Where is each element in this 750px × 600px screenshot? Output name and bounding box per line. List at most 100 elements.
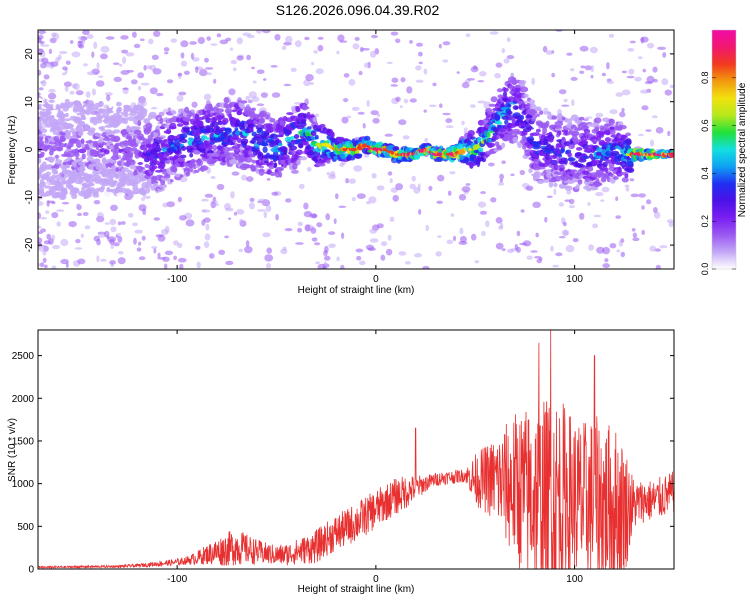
spectrogram-noise-blob (565, 244, 575, 253)
spectrogram-noise-blob (284, 228, 293, 232)
spectrogram-noise-blob (118, 250, 124, 255)
spectrogram-noise-blob (77, 258, 86, 265)
spectrogram-noise-blob (634, 76, 642, 82)
spectrogram-noise-blob (61, 201, 70, 205)
spectrogram-energy-blob (239, 126, 245, 131)
spectrogram-noise-blob (525, 185, 534, 191)
spectrogram-energy-blob (114, 117, 124, 125)
spectrogram-noise-blob (252, 80, 257, 84)
spectrogram-noise-blob (338, 205, 347, 208)
spectrogram-noise-blob (477, 80, 485, 83)
spectrogram-energy-blob (278, 171, 283, 178)
spectrogram-noise-blob (369, 228, 377, 234)
spectrogram-noise-blob (266, 247, 273, 254)
spectrogram-energy-blob (507, 110, 513, 115)
spectrogram-noise-blob (205, 72, 212, 76)
spectrogram-energy-blob (260, 117, 265, 124)
spectrogram-noise-blob (190, 52, 195, 60)
spectrogram-energy-blob (306, 126, 312, 130)
spectrogram-noise-blob (164, 51, 169, 55)
spectrogram-noise-blob (63, 81, 72, 87)
spectrogram-energy-blob (283, 162, 288, 169)
spectrogram-noise-blob (516, 230, 521, 237)
spectrogram-noise-blob (311, 61, 315, 66)
spectrogram-noise-blob (216, 183, 225, 191)
spectrogram-energy-blob (61, 132, 67, 136)
spectrogram-energy-blob (44, 110, 52, 116)
spectrogram-energy-blob (105, 110, 114, 114)
spectrogram-noise-blob (133, 43, 141, 49)
spectrogram-energy-blob (257, 123, 262, 128)
spectrogram-noise-blob (38, 69, 42, 76)
spectrogram-noise-blob (490, 197, 497, 203)
spectrogram-energy-blob (261, 140, 268, 146)
spectrogram-noise-blob (499, 178, 503, 183)
spectrogram-energy-blob (594, 182, 603, 186)
spectrogram-energy-blob (526, 126, 534, 130)
spectrogram-noise-blob (470, 104, 476, 108)
snr-frame (37, 329, 675, 570)
spectrogram-noise-blob (608, 33, 615, 38)
spectrogram-energy-blob (144, 117, 151, 124)
spectrogram-energy-blob (621, 177, 629, 183)
spectrogram-energy-blob (508, 130, 516, 135)
spectrogram-energy-blob (145, 186, 151, 194)
spectrogram-noise-blob (52, 32, 60, 40)
spectrogram-noise-blob (104, 92, 113, 96)
spectrogram-energy-blob (168, 126, 177, 130)
spectrogram-energy-blob (93, 150, 99, 157)
spectrogram-noise-blob (654, 211, 661, 219)
spectrogram-noise-blob (266, 177, 271, 181)
spectrogram-noise-blob (275, 213, 279, 221)
spectrogram-noise-blob (69, 90, 75, 95)
spectrogram-noise-blob (177, 242, 183, 248)
spectrogram-energy-blob (112, 180, 118, 184)
spectrogram-energy-blob (531, 132, 540, 137)
spectrogram-noise-blob (568, 205, 575, 209)
spectrogram-energy-blob (488, 103, 497, 107)
spectrogram-noise-blob (256, 103, 265, 107)
spectrogram-energy-blob (567, 157, 576, 162)
spectrogram-energy-blob (65, 124, 75, 128)
spectrogram-noise-blob (472, 65, 478, 70)
spectrogram-noise-blob (351, 196, 356, 202)
spectrogram-energy-blob (554, 175, 562, 182)
spectrogram-noise-blob (422, 266, 427, 269)
spectrogram-energy-blob (78, 157, 84, 162)
spectrogram-energy-blob (601, 167, 606, 172)
colorbar: 0.0 0.2 0.4 0.6 0.8 Normalized spectral ampl… (700, 29, 748, 275)
spectrogram-energy-blob (621, 134, 628, 139)
spectrogram-energy-blob (487, 138, 493, 143)
spectrogram-energy-blob (169, 141, 175, 146)
spectrogram-noise-blob (157, 252, 161, 258)
spectrogram-energy-blob (120, 181, 126, 188)
spectrogram-noise-blob (224, 235, 229, 239)
spectrogram-energy-blob (176, 164, 181, 168)
spectrogram-energy-blob (564, 157, 568, 165)
spectrogram-energy-blob (40, 151, 45, 156)
spectrogram-noise-blob (200, 198, 209, 202)
spectrogram-energy-blob (64, 112, 69, 118)
y-tick-label: 10 (24, 96, 35, 108)
spectrogram-noise-blob (40, 216, 47, 220)
spectrogram-noise-blob (649, 139, 655, 147)
spectrogram-energy-blob (458, 143, 464, 148)
spectrogram-noise-blob (256, 30, 262, 34)
spectrogram-energy-blob (51, 167, 58, 175)
spectrogram-noise-blob (178, 91, 187, 96)
colorbar-tick-label: 0.6 (700, 119, 710, 132)
spectrogram-noise-blob (458, 194, 467, 201)
spectrogram-noise-blob (386, 61, 393, 65)
spectrogram-energy-blob (619, 160, 627, 168)
spectrogram-noise-blob (246, 176, 254, 182)
spectrogram-energy-blob (85, 173, 94, 180)
spectrogram-energy-blob (567, 152, 572, 158)
spectrogram-noise-blob (615, 196, 619, 201)
spectrogram-energy-blob (240, 100, 248, 104)
spectrogram-energy-blob (133, 126, 141, 131)
spectrogram-noise-blob (315, 261, 321, 265)
spectrogram-noise-blob (100, 53, 108, 60)
spectrogram-noise-blob (446, 239, 454, 245)
y-tick-label: -10 (24, 190, 35, 205)
